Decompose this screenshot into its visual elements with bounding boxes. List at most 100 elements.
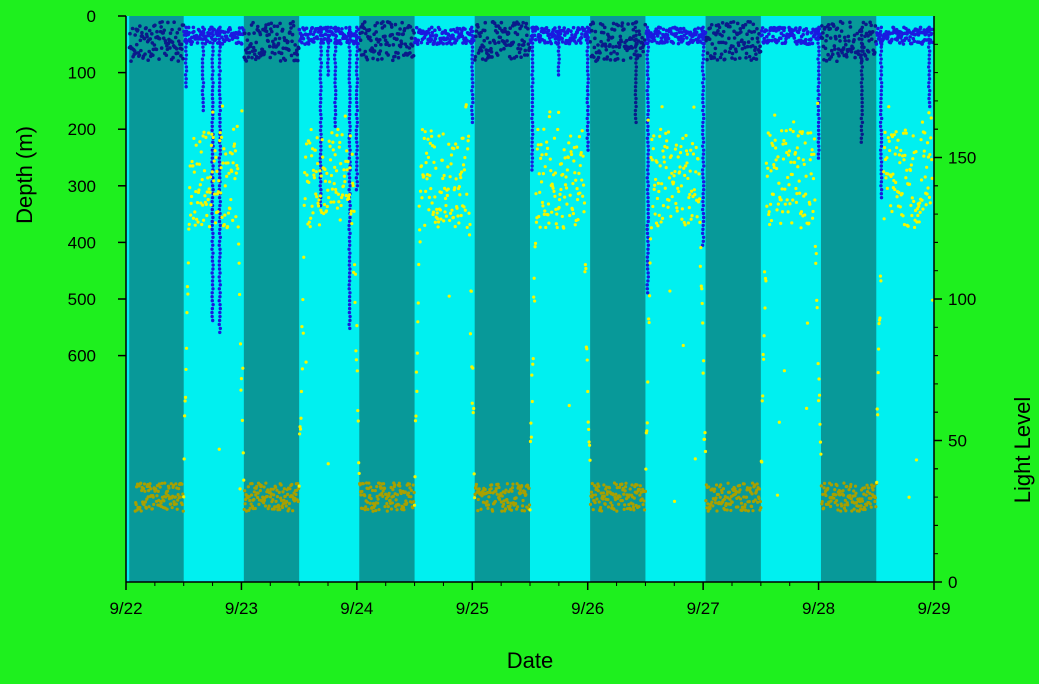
depth-point: [879, 132, 884, 136]
light-point: [188, 164, 192, 168]
light-point: [713, 487, 717, 491]
light-point: [869, 496, 873, 500]
light-point: [515, 482, 519, 486]
light-point: [296, 499, 300, 504]
light-point: [213, 192, 217, 196]
depth-point: [860, 65, 865, 69]
depth-point: [210, 156, 215, 160]
light-point: [763, 276, 768, 281]
depth-point: [860, 104, 864, 109]
depth-point: [760, 26, 765, 30]
light-point: [815, 306, 819, 310]
depth-point: [354, 136, 359, 140]
light-point: [205, 213, 209, 218]
depth-point: [522, 53, 527, 57]
depth-point: [354, 188, 359, 192]
light-point: [858, 507, 863, 511]
depth-point: [609, 51, 613, 56]
light-point: [693, 193, 697, 197]
depth-point: [645, 176, 650, 180]
depth-point: [470, 116, 475, 121]
light-point: [565, 168, 569, 172]
light-point: [682, 220, 686, 225]
light-point: [666, 205, 670, 209]
depth-point: [319, 116, 323, 121]
light-point: [237, 242, 241, 246]
light-point: [882, 145, 887, 150]
light-point: [336, 192, 340, 196]
depth-point: [886, 35, 890, 39]
depth-point: [354, 69, 359, 73]
depth-point: [740, 38, 744, 42]
light-point: [443, 196, 448, 201]
light-point: [413, 419, 418, 423]
depth-point: [645, 57, 650, 61]
light-point: [434, 166, 438, 170]
depth-tick-label: 500: [68, 290, 96, 309]
light-point: [468, 222, 472, 227]
depth-point: [879, 57, 883, 61]
light-point: [203, 194, 207, 198]
light-point: [250, 482, 254, 486]
light-point: [176, 493, 180, 497]
light-point: [645, 421, 649, 425]
depth-point: [184, 25, 188, 30]
light-point: [465, 192, 469, 196]
light-point: [676, 155, 680, 159]
depth-point: [585, 96, 589, 101]
light-point: [219, 191, 223, 195]
depth-point: [557, 61, 561, 65]
depth-point: [291, 23, 296, 28]
light-point: [784, 129, 788, 133]
light-point: [807, 221, 811, 225]
light-point: [695, 215, 699, 219]
light-point: [412, 503, 417, 507]
depth-point: [192, 29, 196, 34]
depth-point: [646, 132, 650, 136]
depth-point: [860, 89, 864, 93]
light-point: [503, 491, 507, 495]
depth-point: [217, 89, 222, 93]
light-point: [642, 499, 646, 503]
depth-point: [879, 184, 883, 188]
light-point: [174, 502, 178, 506]
light-point: [780, 129, 784, 133]
light-point: [425, 177, 429, 181]
light-point: [787, 149, 792, 153]
light-point: [661, 204, 666, 208]
light-point: [332, 182, 336, 186]
depth-point: [348, 85, 352, 89]
depth-point: [176, 59, 181, 63]
depth-point: [279, 51, 284, 56]
depth-point: [245, 38, 250, 42]
light-point: [631, 505, 636, 509]
depth-point: [183, 61, 188, 65]
depth-point: [293, 43, 297, 47]
depth-point: [879, 25, 884, 30]
light-point: [803, 213, 807, 217]
light-point: [895, 146, 899, 150]
light-point: [510, 489, 514, 493]
depth-point: [135, 28, 140, 32]
light-point: [679, 144, 683, 149]
light-point: [846, 503, 850, 507]
light-point: [847, 488, 851, 492]
light-point: [255, 495, 260, 500]
depth-point: [391, 42, 396, 47]
light-point: [655, 196, 660, 201]
light-point: [471, 366, 475, 370]
depth-point: [556, 37, 561, 41]
light-point: [218, 138, 222, 143]
light-point: [349, 212, 353, 216]
light-point: [174, 482, 178, 486]
light-point: [338, 140, 342, 145]
light-point: [197, 188, 201, 192]
light-point: [562, 148, 566, 152]
depth-point: [879, 61, 883, 65]
depth-point: [732, 29, 736, 34]
depth-point: [701, 104, 706, 109]
light-point: [606, 498, 610, 502]
depth-point: [348, 267, 352, 271]
depth-point: [756, 40, 760, 44]
depth-point: [312, 40, 316, 44]
